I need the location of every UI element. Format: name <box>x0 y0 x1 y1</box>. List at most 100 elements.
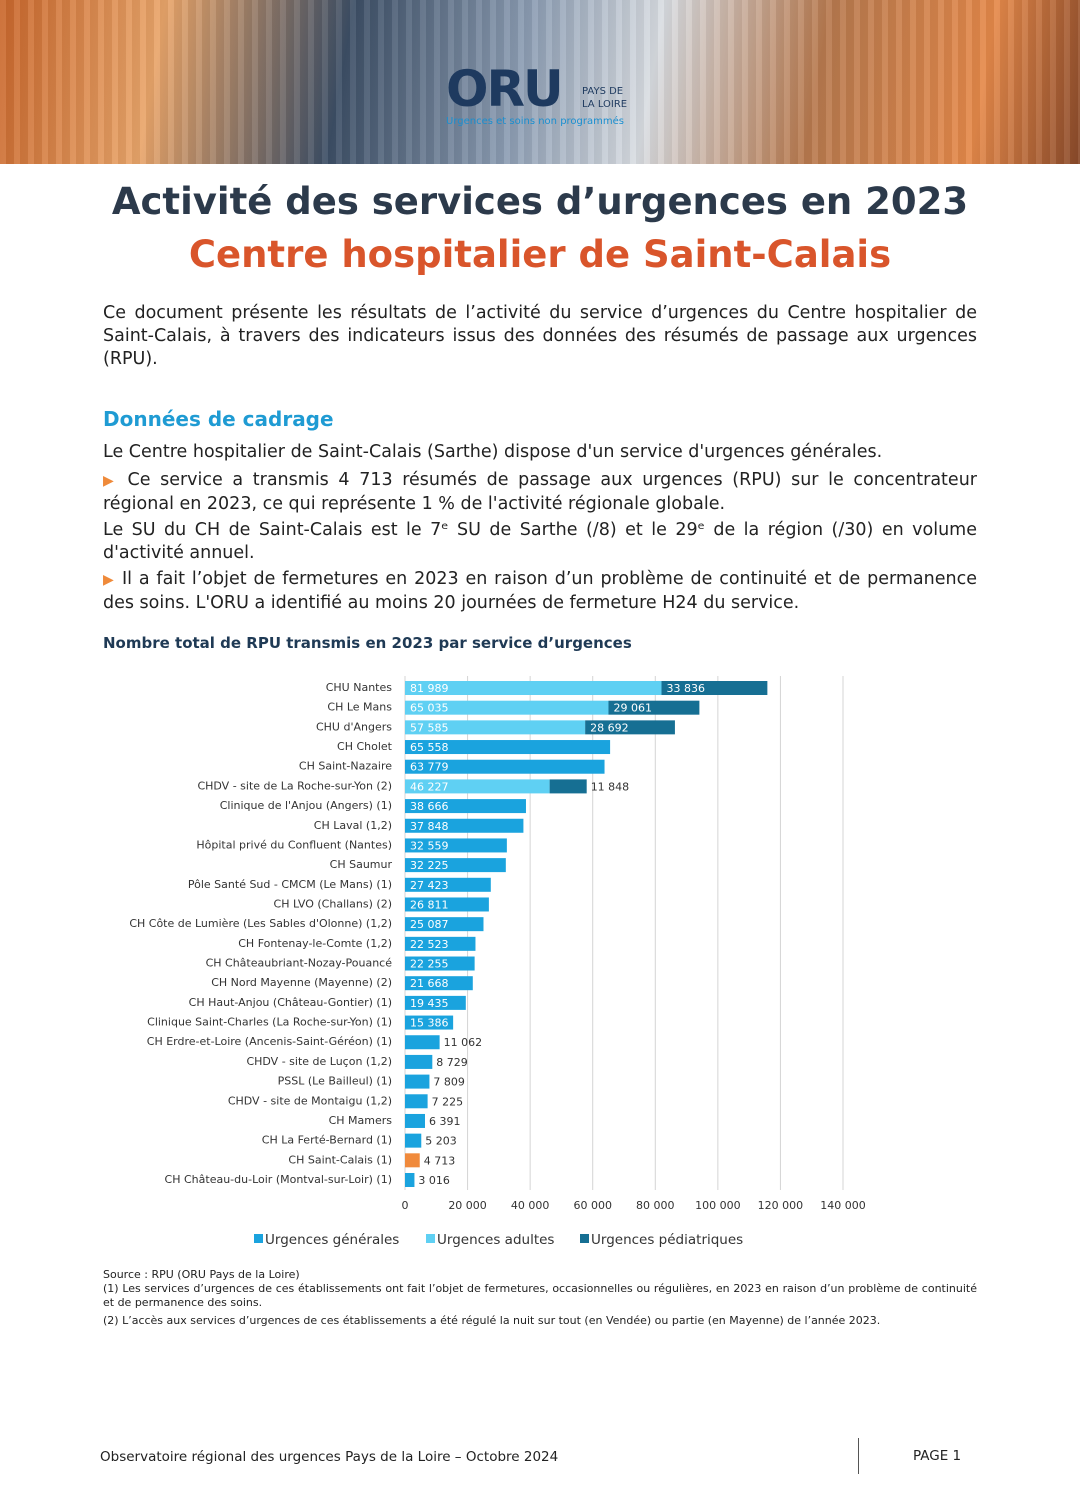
category-label: CH Laval (1,2) <box>314 819 392 832</box>
bar <box>405 995 466 1010</box>
bar <box>405 818 524 833</box>
bar <box>405 1133 422 1148</box>
category-label: CH LVO (Challans) (2) <box>274 897 392 910</box>
category-label: Hôpital privé du Confluent (Nantes) <box>196 838 392 851</box>
category-label: CH Châteaubriant-Nozay-Pouancé <box>206 957 393 970</box>
category-label: CH Cholet <box>337 740 393 753</box>
bar <box>405 956 475 971</box>
x-tick-label: 0 <box>402 1199 409 1212</box>
bar <box>405 1153 420 1168</box>
logo: ORU <box>446 60 564 118</box>
value-label: 21 668 <box>410 977 449 990</box>
value-label: 7 225 <box>432 1095 464 1108</box>
x-tick-label: 20 000 <box>448 1199 487 1212</box>
value-label: 22 255 <box>410 958 449 971</box>
x-tick-label: 60 000 <box>573 1199 612 1212</box>
x-tick-label: 80 000 <box>636 1199 675 1212</box>
logo-tagline: Urgences et soins non programmés <box>446 116 624 127</box>
value-label: 81 989 <box>410 682 449 695</box>
category-label: CHDV - site de Luçon (1,2) <box>246 1055 392 1068</box>
value-label: 65 035 <box>410 702 449 715</box>
value-label: 6 391 <box>429 1115 461 1128</box>
value-label: 65 558 <box>410 741 449 754</box>
notes: Source : RPU (ORU Pays de la Loire) (1) … <box>103 1268 977 1332</box>
category-label: CHDV - site de Montaigu (1,2) <box>228 1094 392 1107</box>
value-label: 27 423 <box>410 879 449 892</box>
paragraph: Le SU du CH de Saint-Calais est le 7ᵉ SU… <box>103 520 977 563</box>
category-label: CH Saint-Calais (1) <box>288 1153 392 1166</box>
bar <box>405 1094 428 1109</box>
legend-label: Urgences générales <box>265 1232 399 1248</box>
paragraph: Le Centre hospitalier de Saint-Calais (S… <box>103 442 883 462</box>
value-label: 3 016 <box>418 1174 450 1187</box>
bar <box>405 936 476 951</box>
legend-swatch <box>580 1234 589 1243</box>
bar <box>608 700 700 715</box>
value-label: 4 713 <box>424 1154 456 1167</box>
bar <box>405 838 507 853</box>
category-label: CH Château-du-Loir (Montval-sur-Loir) (1… <box>165 1173 392 1186</box>
category-label: CH Haut-Anjou (Château-Gontier) (1) <box>189 996 392 1009</box>
bar <box>405 1035 440 1050</box>
category-label: CH Nord Mayenne (Mayenne) (2) <box>211 976 392 989</box>
value-label: 32 225 <box>410 859 449 872</box>
category-label: Pôle Santé Sud - CMCM (Le Mans) (1) <box>188 878 392 891</box>
value-label: 11 062 <box>444 1036 483 1049</box>
value-label: 57 585 <box>410 721 449 734</box>
category-label: PSSL (Le Bailleul) (1) <box>278 1075 392 1088</box>
value-label: 29 061 <box>613 702 652 715</box>
bar <box>405 877 491 892</box>
bar <box>405 779 550 794</box>
value-label: 22 523 <box>410 938 449 951</box>
value-label: 32 559 <box>410 839 449 852</box>
bar <box>405 1173 415 1187</box>
bar <box>661 681 768 695</box>
legend-swatch <box>254 1234 263 1243</box>
value-label: 33 836 <box>667 682 706 695</box>
bar <box>549 779 587 794</box>
section-heading: Données de cadrage <box>103 407 334 431</box>
subtitle: Centre hospitalier de Saint-Calais <box>188 233 892 276</box>
bar <box>405 720 586 735</box>
bar <box>405 917 484 932</box>
value-label: 15 386 <box>410 1017 449 1030</box>
note: (1) Les services d’urgences de ces établ… <box>103 1282 977 1309</box>
x-tick-label: 120 000 <box>758 1199 804 1212</box>
value-label: 28 692 <box>590 721 629 734</box>
category-label: CHU Nantes <box>326 681 393 694</box>
value-label: 8 729 <box>436 1056 468 1069</box>
bullet: ▶ <box>103 572 116 588</box>
bar <box>405 1015 454 1030</box>
x-tick-label: 140 000 <box>820 1199 866 1212</box>
value-label: 7 809 <box>433 1076 465 1089</box>
value-label: 19 435 <box>410 997 449 1010</box>
value-label: 5 203 <box>425 1135 457 1148</box>
category-label: CH La Ferté-Bernard (1) <box>262 1134 392 1147</box>
legend-label: Urgences pédiatriques <box>591 1232 743 1248</box>
bar <box>405 681 662 695</box>
bar <box>405 1054 433 1069</box>
category-label: CH Saumur <box>330 858 393 871</box>
value-label: 38 666 <box>410 800 449 813</box>
paragraph: ▶ Il a fait l’objet de fermetures en 202… <box>103 568 977 615</box>
bar <box>405 799 526 814</box>
value-label: 26 811 <box>410 898 449 911</box>
title: Activité des services d’urgences en 2023 <box>111 180 969 223</box>
category-label: CH Erdre-et-Loire (Ancenis-Saint-Géréon)… <box>147 1035 392 1048</box>
x-tick-label: 100 000 <box>695 1199 741 1212</box>
category-label: CH Le Mans <box>327 701 392 714</box>
category-label: CH Fontenay-le-Comte (1,2) <box>238 937 392 950</box>
bullet: ▶ <box>103 473 118 489</box>
paragraph: ▶ Ce service a transmis 4 713 résumés de… <box>103 469 977 516</box>
value-label: 11 848 <box>591 780 630 793</box>
note: (2) L’accès aux services d’urgences de c… <box>103 1314 881 1327</box>
legend-label: Urgences adultes <box>437 1232 554 1248</box>
paragraph-text: Il a fait l’objet de fermetures en 2023 … <box>103 569 977 613</box>
value-label: 25 087 <box>410 918 449 931</box>
chart-title: Nombre total de RPU transmis en 2023 par… <box>103 634 632 652</box>
bar <box>405 1074 430 1089</box>
category-label: CHU d'Angers <box>316 720 392 733</box>
x-tick-label: 40 000 <box>511 1199 550 1212</box>
bar <box>405 976 473 991</box>
